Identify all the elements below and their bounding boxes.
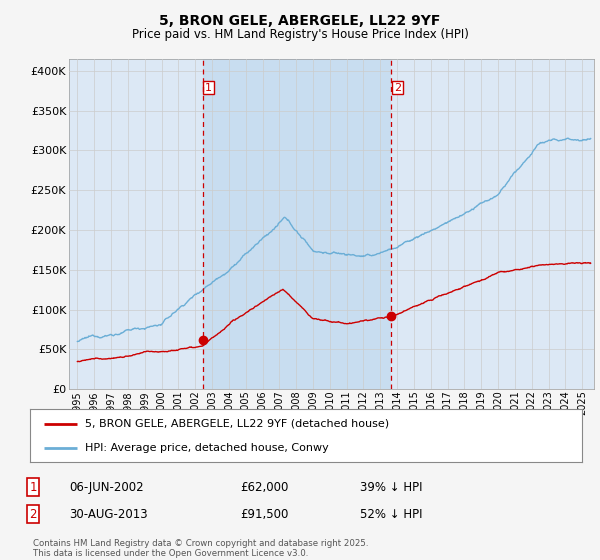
Text: Contains HM Land Registry data © Crown copyright and database right 2025.
This d: Contains HM Land Registry data © Crown c… xyxy=(33,539,368,558)
Text: 30-AUG-2013: 30-AUG-2013 xyxy=(69,507,148,521)
Text: 52% ↓ HPI: 52% ↓ HPI xyxy=(360,507,422,521)
Text: 06-JUN-2002: 06-JUN-2002 xyxy=(69,480,143,494)
Text: £91,500: £91,500 xyxy=(240,507,289,521)
Text: 1: 1 xyxy=(29,480,37,494)
Text: 1: 1 xyxy=(205,83,212,93)
Text: Price paid vs. HM Land Registry's House Price Index (HPI): Price paid vs. HM Land Registry's House … xyxy=(131,28,469,41)
Bar xyxy=(203,59,391,389)
Text: HPI: Average price, detached house, Conwy: HPI: Average price, detached house, Conw… xyxy=(85,442,329,452)
Text: 5, BRON GELE, ABERGELE, LL22 9YF: 5, BRON GELE, ABERGELE, LL22 9YF xyxy=(160,14,440,28)
Text: 2: 2 xyxy=(29,507,37,521)
Text: 5, BRON GELE, ABERGELE, LL22 9YF (detached house): 5, BRON GELE, ABERGELE, LL22 9YF (detach… xyxy=(85,419,389,429)
Text: 39% ↓ HPI: 39% ↓ HPI xyxy=(360,480,422,494)
Text: £62,000: £62,000 xyxy=(240,480,289,494)
Text: 2: 2 xyxy=(394,83,401,93)
